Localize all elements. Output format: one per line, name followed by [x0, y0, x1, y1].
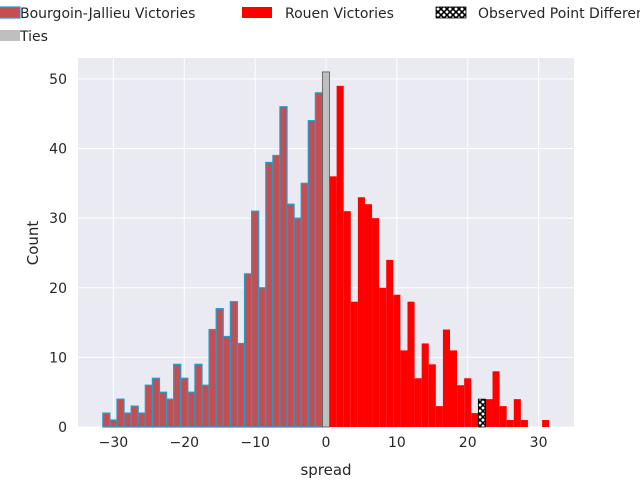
rouen-bar	[457, 385, 465, 427]
bourgoin-bar	[137, 412, 146, 428]
y-tick-label: 50	[49, 72, 67, 88]
rouen-bar	[513, 399, 521, 427]
bourgoin-bar	[173, 363, 182, 428]
rouen-bar	[471, 413, 479, 427]
bourgoin-bar	[194, 363, 203, 428]
bourgoin-bar	[165, 398, 175, 428]
rouen-bar	[435, 406, 443, 427]
rouen-bar	[357, 197, 365, 427]
bourgoin-bar	[314, 92, 324, 428]
y-tick-label: 10	[49, 350, 67, 366]
bourgoin-bar	[265, 161, 274, 428]
rouen-bar	[407, 301, 415, 427]
bourgoin-bar	[215, 308, 224, 428]
rouen-bar	[442, 329, 450, 427]
bourgoin-bar	[258, 287, 267, 428]
bourgoin-bar	[243, 273, 253, 428]
tick-labels: −30 −20 −10 0 10 20 30 0 10 20 30 40 50	[49, 72, 547, 451]
bourgoin-bar	[201, 384, 210, 428]
bourgoin-bar	[279, 106, 288, 428]
rouen-bar	[336, 85, 344, 427]
legend-label-rouen: Rouen Victories	[285, 6, 394, 22]
bourgoin-bar	[144, 384, 153, 428]
y-axis-label: Count	[24, 221, 42, 266]
x-tick-label: −20	[170, 435, 200, 451]
bourgoin-bar	[300, 182, 309, 428]
y-tick-label: 40	[49, 142, 67, 158]
x-axis-label: spread	[300, 461, 351, 479]
bars	[102, 71, 550, 428]
y-tick-label: 0	[58, 420, 67, 436]
rouen-bar	[343, 211, 351, 427]
bourgoin-bar	[130, 405, 139, 428]
x-tick-label: 10	[388, 435, 406, 451]
bourgoin-bar	[109, 419, 118, 428]
bourgoin-bar	[102, 412, 111, 428]
ties-bar	[322, 71, 330, 428]
rouen-bar	[499, 406, 507, 427]
rouen-bar	[464, 378, 472, 427]
x-tick-label: −10	[240, 435, 270, 451]
legend-label-observed: Observed Point Differential	[478, 6, 640, 22]
bourgoin-bar	[229, 301, 239, 428]
bourgoin-bar	[251, 210, 260, 428]
bourgoin-bar	[116, 398, 125, 428]
bourgoin-bar	[293, 217, 302, 428]
y-tick-label: 20	[49, 281, 67, 297]
rouen-bar	[329, 176, 337, 427]
x-tick-label: −30	[99, 435, 129, 451]
rouen-bar	[520, 420, 528, 427]
x-tick-label: 30	[530, 435, 548, 451]
rouen-bar	[400, 350, 408, 427]
bourgoin-bar	[187, 391, 196, 428]
rouen-bar	[421, 343, 429, 427]
x-tick-label: 20	[459, 435, 477, 451]
rouen-bar	[386, 259, 394, 427]
bourgoin-bar	[158, 391, 168, 428]
legend-swatch-ties	[0, 30, 20, 41]
rouen-bar	[372, 218, 380, 427]
bourgoin-bar	[236, 342, 246, 428]
rouen-bar	[492, 371, 500, 427]
y-tick-label: 30	[49, 211, 67, 227]
x-tick-label: 0	[322, 435, 331, 451]
rouen-bar	[428, 364, 436, 427]
rouen-bar	[393, 294, 401, 427]
legend: Bourgoin-Jallieu Victories Rouen Victorie…	[0, 6, 640, 45]
bourgoin-bar	[208, 328, 217, 428]
rouen-bar	[506, 420, 514, 427]
bourgoin-bar	[286, 203, 295, 428]
legend-swatch-rouen	[242, 7, 272, 18]
bourgoin-bar	[222, 335, 231, 428]
bourgoin-bar	[151, 377, 161, 428]
legend-swatch-observed	[435, 6, 467, 19]
rouen-bar	[485, 399, 493, 427]
rouen-bar	[350, 301, 358, 427]
legend-label-bourgoin: Bourgoin-Jallieu Victories	[20, 6, 195, 22]
bourgoin-bar	[180, 377, 189, 428]
bourgoin-bar	[307, 120, 316, 428]
observed-bar	[477, 398, 486, 428]
bourgoin-bar	[123, 412, 132, 428]
rouen-bar	[414, 378, 422, 427]
bourgoin-bar	[272, 154, 281, 428]
legend-swatch-bourgoin	[0, 6, 21, 19]
rouen-bar	[364, 204, 373, 427]
rouen-bar	[542, 420, 550, 427]
rouen-bar	[379, 287, 387, 427]
rouen-bar	[450, 350, 458, 427]
legend-label-ties: Ties	[19, 29, 48, 45]
